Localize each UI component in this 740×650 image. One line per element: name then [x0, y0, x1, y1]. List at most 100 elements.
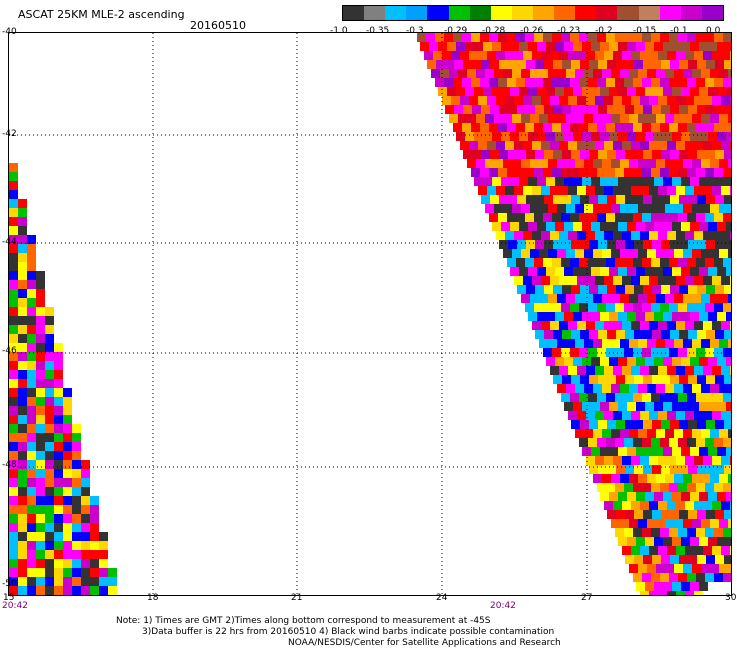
swath-pixel [9, 334, 18, 343]
swath-pixel [597, 393, 606, 402]
color-scale-segment [364, 6, 386, 20]
swath-pixel [649, 96, 658, 105]
swath-pixel [9, 478, 18, 487]
swath-pixel [604, 141, 613, 150]
swath-pixel [714, 528, 723, 537]
swath-pixel [715, 330, 724, 339]
swath-pixel [519, 177, 528, 186]
swath-pixel [9, 541, 18, 550]
swath-pixel [539, 204, 548, 213]
swath-pixel [622, 501, 631, 510]
swath-pixel [696, 573, 705, 582]
swath-pixel [489, 213, 498, 222]
swath-pixel [679, 60, 688, 69]
swath-pixel [609, 42, 618, 51]
color-scale-segment [575, 6, 597, 20]
swath-pixel [537, 132, 546, 141]
swath-pixel [577, 141, 586, 150]
swath-pixel [604, 51, 613, 60]
swath-pixel [638, 519, 647, 528]
swath-pixel [595, 366, 604, 375]
swath-pixel [63, 577, 72, 586]
swath-pixel [9, 514, 18, 523]
swath-pixel [654, 222, 663, 231]
swath-pixel [642, 393, 651, 402]
swath-pixel [9, 433, 18, 442]
swath-pixel [694, 591, 703, 600]
swath-pixel [611, 339, 620, 348]
swath-pixel [499, 240, 508, 249]
swath-pixel [658, 96, 667, 105]
swath-pixel [712, 231, 721, 240]
swath-pixel [669, 393, 678, 402]
swath-pixel [721, 411, 730, 420]
swath-pixel [649, 501, 658, 510]
swath-pixel [496, 231, 505, 240]
swath-pixel [652, 285, 661, 294]
swath-pixel [690, 312, 699, 321]
swath-pixel [18, 352, 27, 361]
swath-pixel [658, 456, 667, 465]
swath-pixel [72, 532, 81, 541]
swath-pixel [45, 487, 54, 496]
swath-pixel [593, 249, 602, 258]
swath-pixel [18, 244, 27, 253]
swath-pixel [652, 510, 661, 519]
swath-pixel [54, 469, 63, 478]
swath-pixel [690, 177, 699, 186]
swath-pixel [18, 559, 27, 568]
swath-pixel [678, 33, 687, 42]
swath-pixel [478, 96, 487, 105]
swath-pixel [728, 339, 737, 348]
swath-pixel [652, 150, 661, 159]
swath-pixel [555, 87, 564, 96]
swath-pixel [72, 433, 81, 442]
swath-pixel [710, 384, 719, 393]
swath-pixel [643, 150, 652, 159]
swath-pixel [454, 105, 463, 114]
swath-pixel [561, 213, 570, 222]
swath-pixel [625, 555, 634, 564]
swath-pixel [561, 168, 570, 177]
swath-pixel [63, 469, 72, 478]
swath-pixel [507, 78, 516, 87]
swath-pixel [456, 87, 465, 96]
swath-pixel [535, 60, 544, 69]
swath-pixel [588, 348, 597, 357]
swath-pixel [577, 366, 586, 375]
color-scale-segment [448, 6, 470, 20]
swath-pixel [730, 96, 739, 105]
swath-pixel [36, 388, 45, 397]
swath-pixel [670, 240, 679, 249]
swath-pixel [9, 559, 18, 568]
color-scale-label: -0.3 [406, 26, 424, 36]
swath-pixel [627, 402, 636, 411]
swath-pixel [36, 514, 45, 523]
swath-pixel [615, 168, 624, 177]
swath-pixel [660, 33, 669, 42]
swath-pixel [557, 114, 566, 123]
swath-pixel [708, 87, 717, 96]
swath-pixel [45, 352, 54, 361]
swath-pixel [651, 78, 660, 87]
swath-pixel [589, 60, 598, 69]
swath-pixel [654, 357, 663, 366]
swath-pixel [9, 298, 18, 307]
swath-pixel [611, 159, 620, 168]
swath-pixel [730, 321, 739, 330]
swath-pixel [656, 114, 665, 123]
swath-pixel [564, 267, 573, 276]
swath-pixel [672, 492, 681, 501]
swath-pixel [642, 78, 651, 87]
swath-pixel [717, 267, 726, 276]
swath-pixel [706, 555, 715, 564]
swath-pixel [553, 60, 562, 69]
swath-pixel [588, 303, 597, 312]
swath-pixel [54, 586, 63, 595]
swath-pixel [27, 478, 36, 487]
swath-pixel [54, 478, 63, 487]
swath-pixel [519, 87, 528, 96]
swath-pixel [591, 87, 600, 96]
swath-pixel [63, 415, 72, 424]
swath-pixel [589, 240, 598, 249]
